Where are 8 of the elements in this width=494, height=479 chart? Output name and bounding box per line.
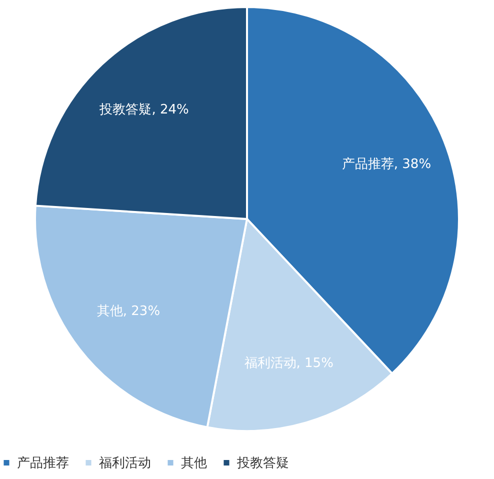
data-label: 福利活动, 15% [244,356,334,372]
data-label: 其他, 23% [96,304,160,319]
data-label: 产品推荐, 38% [342,156,432,172]
legend-label: 福利活动 [99,456,151,471]
legend-label: 投教答疑 [236,456,289,471]
legend-label: 产品推荐 [17,456,69,471]
data-label: 投教答疑, 24% [98,102,189,118]
legend-label: 其他 [181,456,207,471]
